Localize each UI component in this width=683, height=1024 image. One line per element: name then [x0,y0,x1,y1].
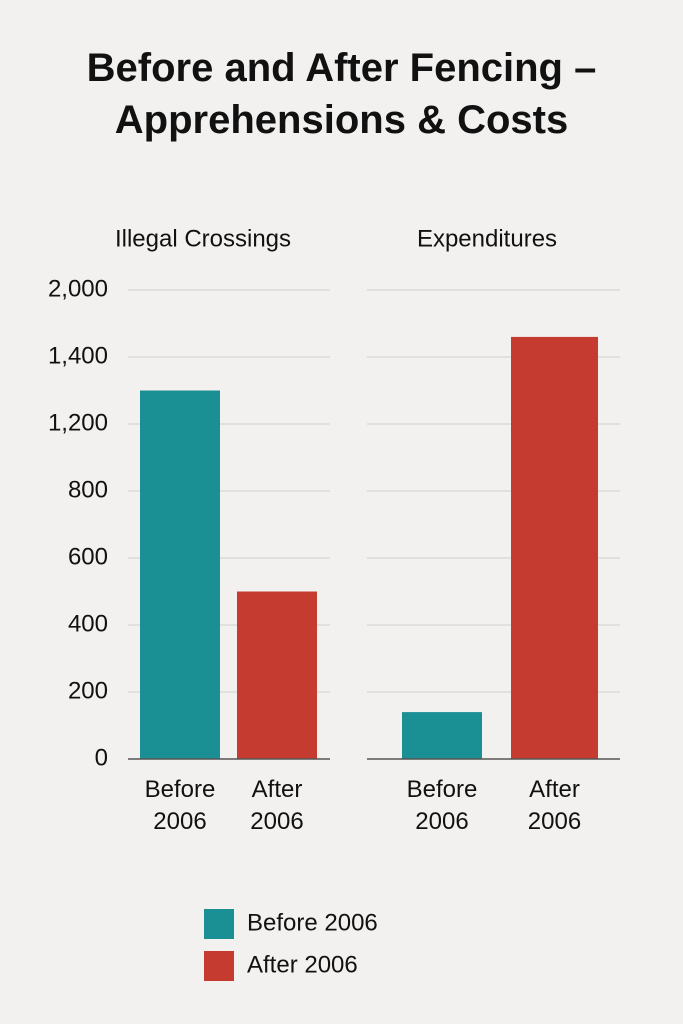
legend-swatch [204,909,234,939]
y-tick-label: 1,400 [48,342,108,369]
legend-label: After 2006 [247,951,358,978]
bar [402,712,482,759]
y-tick-label: 400 [68,610,108,637]
y-tick-label: 600 [68,543,108,570]
x-tick-label: After 2006 [250,776,304,835]
y-tick-label: 800 [68,476,108,503]
chart-subtitle: Expenditures [417,225,557,252]
legend-label: Before 2006 [247,909,378,936]
x-tick-label: After 2006 [527,776,582,835]
y-tick-label: 1,200 [48,409,108,436]
chart-subtitle: Illegal Crossings [115,225,291,252]
bar [140,390,220,759]
y-tick-label: 2,000 [48,275,108,302]
x-tick-label: Before 2006 [406,776,478,835]
x-tick-label: Before 2006 [144,776,216,835]
y-tick-label: 0 [95,744,108,771]
y-tick-label: 200 [68,677,108,704]
bar [237,591,317,759]
legend-swatch [204,951,234,981]
chart-title: Before and After Fencing –Apprehensions … [86,46,597,142]
bar [511,336,598,759]
